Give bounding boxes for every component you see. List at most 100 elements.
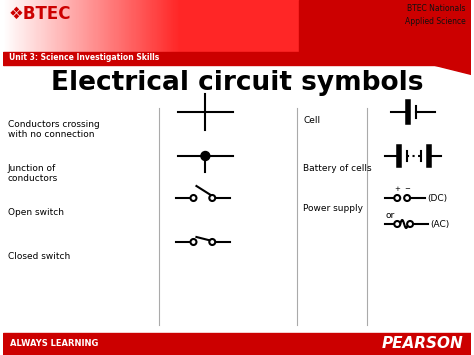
Bar [70, 0, 73, 52]
Bar [104, 0, 107, 52]
Bar [155, 0, 158, 52]
Bar [36, 0, 39, 52]
Bar [110, 0, 113, 52]
Bar [235, 0, 238, 52]
Bar [2, 52, 472, 65]
Bar [142, 0, 145, 52]
Bar [136, 0, 138, 52]
Bar [207, 0, 210, 52]
Bar [247, 0, 250, 52]
Bar [273, 0, 276, 52]
Bar [283, 0, 286, 52]
Bar [313, 0, 316, 52]
Bar [178, 0, 181, 52]
Bar [304, 0, 308, 52]
Text: or: or [385, 211, 395, 220]
Bar [258, 0, 261, 52]
Bar [281, 0, 284, 52]
Bar [2, 0, 6, 52]
Circle shape [201, 152, 210, 160]
Bar [34, 0, 37, 52]
Bar [210, 0, 212, 52]
Bar [315, 0, 318, 52]
Bar [47, 0, 50, 52]
Bar [201, 0, 204, 52]
Bar [32, 0, 35, 52]
Circle shape [191, 239, 196, 245]
Bar [76, 0, 80, 52]
Bar [309, 0, 311, 52]
Bar [129, 0, 132, 52]
Bar [9, 0, 12, 52]
Bar [131, 0, 135, 52]
Bar [13, 0, 16, 52]
Bar [123, 0, 126, 52]
Bar [260, 0, 263, 52]
Text: (AC): (AC) [430, 219, 449, 229]
Bar [211, 0, 215, 52]
Bar [57, 0, 61, 52]
Bar [310, 0, 314, 52]
Bar [306, 0, 310, 52]
Bar [89, 0, 92, 52]
Text: Unit 3: Science Investigation Skills: Unit 3: Science Investigation Skills [9, 53, 159, 62]
Bar [287, 0, 291, 52]
Bar [199, 0, 202, 52]
Bar [243, 0, 246, 52]
Bar [279, 0, 282, 52]
Bar [133, 0, 137, 52]
Bar [26, 0, 29, 52]
Bar [298, 0, 301, 52]
Text: ALWAYS LEARNING: ALWAYS LEARNING [10, 339, 99, 349]
Circle shape [191, 195, 196, 201]
Bar [87, 0, 90, 52]
Bar [163, 0, 166, 52]
Bar [140, 0, 143, 52]
Text: Power supply: Power supply [303, 204, 363, 213]
Bar [156, 0, 160, 52]
Bar [15, 0, 18, 52]
Bar [195, 0, 198, 52]
Bar [62, 0, 65, 52]
Bar [91, 0, 94, 52]
Bar [203, 0, 206, 52]
Bar [45, 0, 48, 52]
Bar [252, 0, 255, 52]
Text: (DC): (DC) [427, 193, 447, 202]
Bar [266, 0, 269, 52]
Bar [180, 0, 183, 52]
Circle shape [210, 195, 215, 201]
Bar [2, 333, 472, 355]
Bar [254, 0, 257, 52]
Bar [19, 0, 23, 52]
Bar [186, 0, 189, 52]
Circle shape [394, 195, 400, 201]
Bar [30, 0, 33, 52]
Bar [72, 0, 75, 52]
Bar [148, 0, 151, 52]
Bar [161, 0, 164, 52]
Bar [53, 0, 56, 52]
Bar [237, 0, 240, 52]
Bar [167, 0, 170, 52]
Bar [296, 0, 299, 52]
Bar [150, 0, 154, 52]
Bar [222, 0, 225, 52]
Bar [192, 0, 196, 52]
Text: ❖BTEC: ❖BTEC [9, 5, 71, 23]
Bar [114, 0, 118, 52]
Bar [241, 0, 244, 52]
Bar [184, 0, 187, 52]
Bar [118, 0, 122, 52]
Bar [182, 0, 185, 52]
Bar [74, 0, 77, 52]
Bar [68, 0, 71, 52]
Bar [233, 0, 236, 52]
Bar [7, 0, 10, 52]
Bar [230, 0, 234, 52]
Bar [214, 0, 217, 52]
Bar [108, 0, 111, 52]
Bar [81, 0, 84, 52]
Bar [226, 0, 229, 52]
Text: Conductors crossing
with no connection: Conductors crossing with no connection [8, 120, 99, 140]
